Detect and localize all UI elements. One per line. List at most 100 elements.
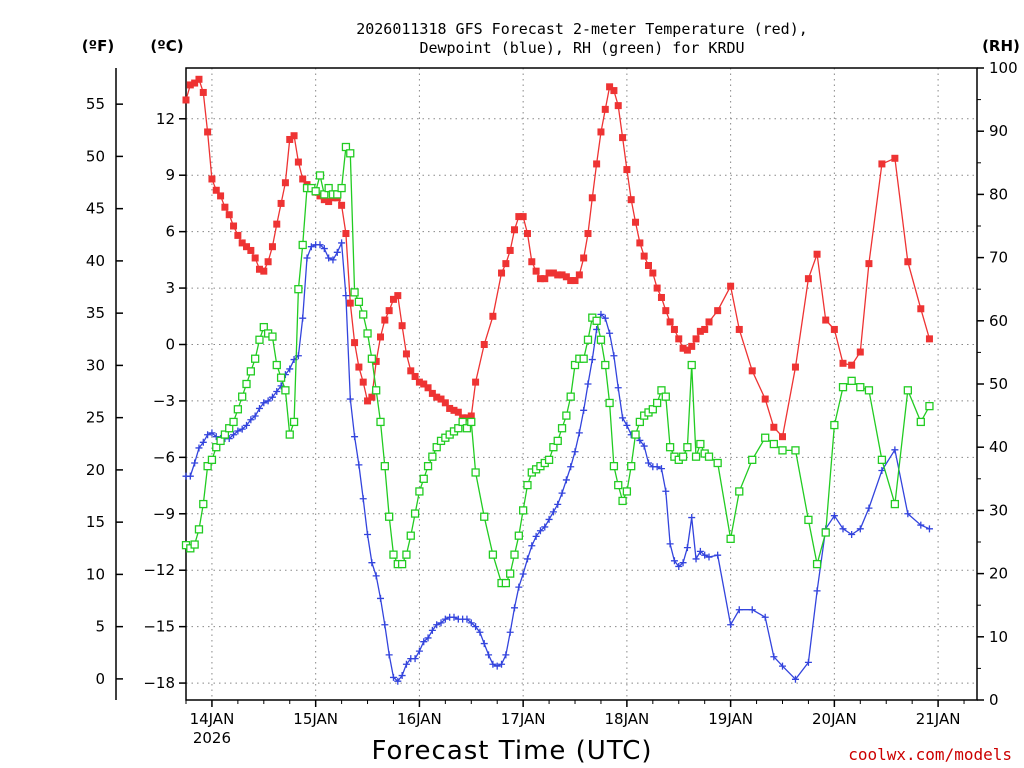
rh-point [341,142,351,152]
2-meter-temperature-point [601,105,609,113]
rh-point [592,316,601,325]
x-tick-label: 18JAN [605,710,650,728]
source-credit: coolwx.com/models [848,745,1012,764]
dewpoint-point [368,559,376,567]
rh-point [419,474,428,483]
2-meter-temperature-point [407,367,415,375]
dewpoint-point [696,547,704,555]
dewpoint-point [329,256,337,264]
rh-point [207,455,217,464]
rh-point [315,171,325,180]
rh-point [748,455,757,464]
dewpoint-point [878,467,886,475]
rh-point [605,398,614,408]
2-meter-temperature-point [420,380,428,388]
dewpoint-point [679,559,687,567]
x-tick-label: 16JAN [397,710,442,728]
rh-point [428,452,437,461]
dewpoint-point [666,540,674,548]
2-meter-temperature-point [511,226,519,234]
dewpoint-point [230,431,238,439]
rh-point [423,462,433,471]
2-meter-temperature-point [562,273,570,281]
rh-point [268,332,277,341]
2-meter-temperature-point [856,348,864,356]
rh-tick-label: 80 [989,185,1008,203]
2-meter-temperature-point [627,196,635,204]
dewpoint-point [320,245,328,253]
2-meter-temperature-point [532,267,540,275]
rh-point [925,401,934,411]
dewpoint-point [597,310,605,318]
dewpoint-point [342,292,350,300]
2-meter-temperature-point [368,393,376,401]
dewpoint-point [234,427,242,435]
rh-line [185,145,931,584]
dewpoint-point [195,444,203,452]
2-meter-temperature-point [636,239,644,247]
2-meter-temperature-point [692,335,700,343]
rh-tick-label: 10 [989,628,1008,646]
2-meter-temperature-point [277,199,285,207]
2-meter-temperature-point [299,175,307,183]
rh-point [609,462,619,471]
2-meter-temperature-point [748,367,756,375]
rh-point [320,190,329,199]
rh-point [847,376,856,385]
rh-tick-label: 30 [989,501,1008,519]
2-meter-temperature-point [925,335,933,343]
fahrenheit-tick-label: 5 [95,618,105,636]
2-meter-temperature-point [364,397,372,405]
2-meter-temperature-point [657,293,665,301]
rh-point [462,424,472,433]
dewpoint-point [865,504,873,512]
2-meter-temperature-point [679,344,687,352]
dewpoint-point [493,662,501,670]
celsius-tick-label: 3 [165,279,175,297]
fahrenheit-tick-label: 50 [86,147,105,165]
dewpoint-point [549,508,557,516]
dewpoint-point [191,459,199,467]
dewpoint-point [325,254,333,262]
dewpoint-point [601,314,609,322]
dewpoint-point [770,653,778,661]
2-meter-temperature-point [467,412,475,420]
fahrenheit-tick-label: 35 [86,304,105,322]
celsius-tick-label: 12 [156,110,175,128]
dewpoint-point [238,425,246,433]
2-meter-temperature-point [372,357,380,365]
rh-point [333,190,342,199]
chart-title-line-2: Dewpoint (blue), RH (green) for KRDU [419,39,744,57]
rh-point [372,386,381,395]
rh-point [657,386,666,395]
rh-point [225,424,234,433]
dewpoint-point [610,352,618,360]
2-meter-temperature-point [217,192,225,200]
dewpoint-point [437,619,445,627]
2-meter-temperature-point [454,408,462,416]
rh-point [285,430,294,439]
2-meter-temperature-point [580,254,588,262]
2-meter-temperature-point [195,75,203,83]
dewpoint-point [705,553,713,561]
2-meter-temperature-point [839,359,847,367]
rh-tick-label: 0 [989,691,999,709]
dewpoint-point [260,399,268,407]
dewpoint-point [683,544,691,552]
dewpoint-point [701,551,709,559]
2-meter-temperature-point [865,260,873,268]
dewpoint-point [251,412,259,420]
2-meter-temperature-point [290,132,298,140]
dewpoint-point [398,672,406,680]
dewpoint-point [714,551,722,559]
rh-point [510,550,519,559]
2-meter-temperature-point [545,269,553,277]
dewpoint-point [778,662,786,670]
dewpoint-point [489,660,497,668]
dewpoint-point [541,523,549,531]
dewpoint-point [904,510,912,518]
2-meter-temperature-point [286,135,294,143]
fahrenheit-tick-label: 25 [86,409,105,427]
celsius-tick-label: −15 [143,618,175,636]
dewpoint-point [247,416,255,424]
